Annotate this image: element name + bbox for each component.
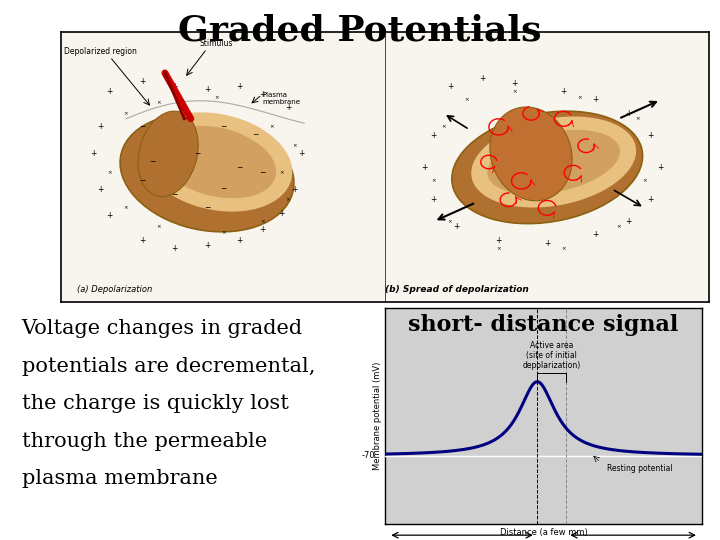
Text: (b) Spread of depolarization: (b) Spread of depolarization	[385, 285, 529, 294]
Text: +: +	[648, 195, 654, 204]
Ellipse shape	[452, 111, 642, 224]
Text: ×: ×	[616, 224, 621, 230]
Text: +: +	[593, 231, 599, 239]
Text: −: −	[149, 158, 155, 166]
Text: ×: ×	[286, 197, 290, 202]
Text: +: +	[431, 195, 437, 204]
Text: plasma membrane: plasma membrane	[22, 469, 217, 488]
Ellipse shape	[487, 130, 620, 194]
Text: +: +	[285, 104, 291, 112]
Text: ×: ×	[260, 219, 264, 224]
Text: (a) Depolarization: (a) Depolarization	[78, 285, 153, 294]
Text: ×: ×	[464, 97, 469, 103]
Text: ×: ×	[107, 170, 112, 176]
Text: +: +	[204, 85, 210, 93]
Text: ×: ×	[441, 124, 446, 130]
Text: +: +	[91, 150, 96, 158]
Text: ×: ×	[561, 246, 566, 251]
Text: +: +	[236, 82, 243, 91]
Text: ×: ×	[496, 246, 501, 251]
Text: +: +	[560, 87, 567, 96]
Text: Stimulus: Stimulus	[200, 39, 233, 48]
Text: ×: ×	[642, 178, 647, 184]
Text: +: +	[259, 90, 265, 99]
Text: Depolarized region: Depolarized region	[63, 47, 137, 56]
Text: +: +	[139, 77, 145, 85]
Text: short- distance signal: short- distance signal	[408, 314, 679, 336]
Text: +: +	[421, 163, 427, 172]
Text: +: +	[236, 236, 243, 245]
Text: +: +	[454, 222, 459, 231]
Ellipse shape	[138, 111, 198, 197]
Text: +: +	[204, 241, 210, 250]
Text: +: +	[139, 236, 145, 245]
Text: the charge is quickly lost: the charge is quickly lost	[22, 394, 289, 413]
Text: +: +	[480, 74, 485, 83]
Text: −: −	[204, 204, 210, 212]
Text: ×: ×	[156, 224, 161, 230]
Text: +: +	[97, 123, 103, 131]
Text: ×: ×	[448, 219, 452, 224]
Text: ×: ×	[513, 89, 517, 94]
Ellipse shape	[471, 117, 636, 207]
Text: +: +	[593, 96, 599, 104]
Text: −: −	[259, 168, 265, 177]
Ellipse shape	[157, 126, 276, 198]
Ellipse shape	[120, 114, 294, 232]
Text: −: −	[236, 163, 243, 172]
Text: +: +	[495, 236, 502, 245]
Text: ×: ×	[215, 94, 219, 100]
Text: through the permeable: through the permeable	[22, 432, 267, 451]
Text: +: +	[447, 82, 453, 91]
Text: −: −	[139, 177, 145, 185]
Text: ×: ×	[156, 100, 161, 105]
Text: +: +	[431, 131, 437, 139]
Text: +: +	[279, 209, 284, 218]
Text: ×: ×	[431, 178, 436, 184]
Text: Graded Potentials: Graded Potentials	[179, 14, 541, 48]
Ellipse shape	[141, 112, 292, 212]
Text: +: +	[544, 239, 550, 247]
Text: ×: ×	[124, 205, 128, 211]
Text: -70: -70	[362, 451, 376, 460]
Text: +: +	[171, 82, 178, 91]
Text: +: +	[648, 131, 654, 139]
Text: ×: ×	[221, 230, 225, 235]
Text: ×: ×	[269, 124, 274, 130]
Text: Active area
(site of initial
depolarization): Active area (site of initial depolarizat…	[523, 341, 580, 370]
Text: ×: ×	[577, 94, 582, 100]
Text: Plasma
membrane: Plasma membrane	[262, 92, 300, 105]
Text: −: −	[139, 123, 145, 131]
Text: −: −	[220, 123, 226, 131]
Text: +: +	[259, 225, 265, 234]
Text: +: +	[512, 79, 518, 88]
Text: −: −	[220, 185, 226, 193]
Text: potentials are decremental,: potentials are decremental,	[22, 356, 315, 375]
Ellipse shape	[490, 107, 572, 201]
Text: +: +	[625, 217, 631, 226]
Text: +: +	[171, 244, 178, 253]
Text: −: −	[171, 190, 178, 199]
Text: Resting potential: Resting potential	[607, 464, 672, 473]
Text: ×: ×	[279, 170, 284, 176]
X-axis label: Distance (a few mm): Distance (a few mm)	[500, 528, 588, 537]
Text: +: +	[97, 185, 103, 193]
Text: −: −	[194, 150, 200, 158]
Text: +: +	[625, 109, 631, 118]
Text: +: +	[107, 212, 113, 220]
Text: −: −	[181, 114, 187, 123]
Text: ×: ×	[292, 143, 297, 148]
Y-axis label: Membrane potential (mV): Membrane potential (mV)	[374, 362, 382, 470]
Text: Voltage changes in graded: Voltage changes in graded	[22, 319, 303, 338]
Text: +: +	[292, 185, 297, 193]
Text: +: +	[107, 87, 113, 96]
Text: −: −	[253, 131, 258, 139]
Text: ×: ×	[124, 111, 128, 116]
Text: ×: ×	[636, 116, 640, 122]
Text: +: +	[657, 163, 664, 172]
Text: +: +	[298, 150, 304, 158]
